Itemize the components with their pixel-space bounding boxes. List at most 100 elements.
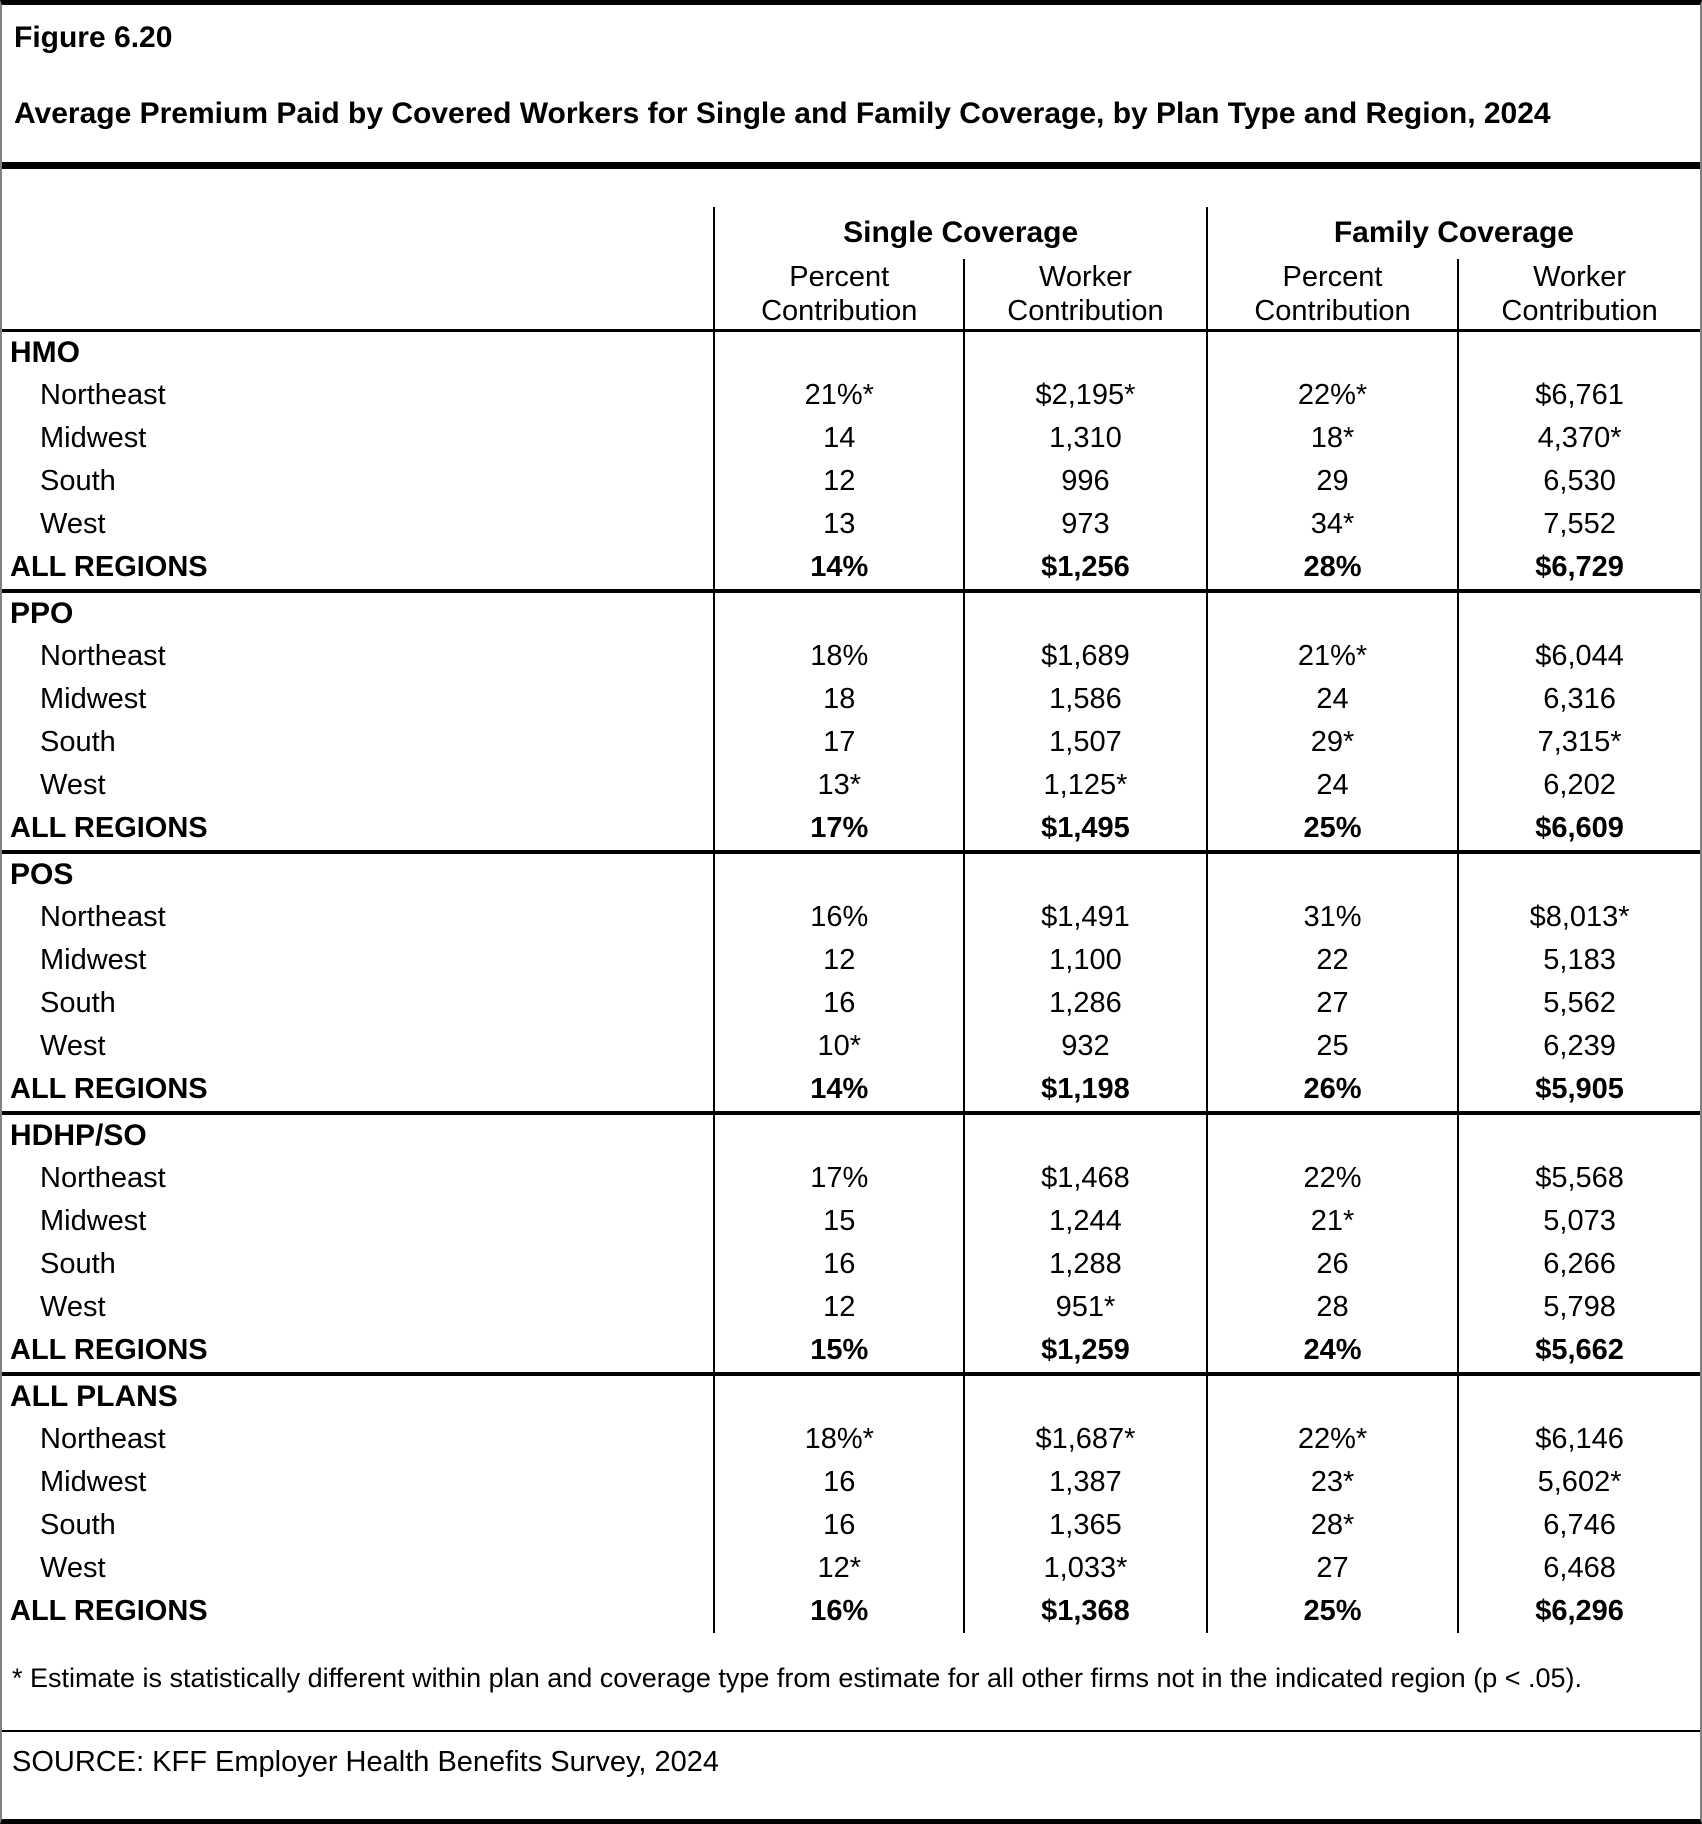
value-cell: 16 [713, 981, 963, 1025]
source-divider-rule [2, 1729, 1700, 1732]
plan-section: PPO Northeast 18% $1,689 21%* $6,044 Midwest 18… [2, 588, 1700, 850]
empty-cell [1457, 592, 1700, 635]
value-cell: 16 [713, 1242, 963, 1286]
figure-label: Figure 6.20 [14, 21, 173, 54]
table-row: Northeast 21%* $2,195* 22%* $6,761 [2, 373, 1700, 417]
value-cell: 34* [1205, 502, 1457, 546]
column-header-line: Percent [1282, 260, 1383, 293]
region-name: Midwest [40, 1204, 147, 1237]
value-cell: 6,239 [1457, 1024, 1700, 1068]
total-value-cell: $6,296 [1457, 1589, 1700, 1633]
column-header-line: Worker [1533, 260, 1627, 293]
value-cell: 1,507 [963, 720, 1206, 764]
column-header-line: Contribution [761, 294, 918, 327]
empty-cell [1205, 1114, 1457, 1157]
region-name: Northeast [40, 639, 166, 672]
value-cell: 5,798 [1457, 1285, 1700, 1329]
empty-cell [963, 592, 1206, 635]
all-regions-row: ALL REGIONS 14% $1,256 28% $6,729 [2, 545, 1700, 589]
total-value-cell: $6,609 [1457, 806, 1700, 850]
empty-cell [963, 1114, 1206, 1157]
plan-name: HDHP/SO [10, 1118, 147, 1152]
value-cell: 21%* [1205, 634, 1457, 678]
column-header-family-worker-contribution: Worker Contribution [1457, 258, 1700, 329]
plan-header-row: ALL PLANS [2, 1375, 1700, 1418]
region-name: South [40, 725, 116, 758]
total-value-cell: 15% [713, 1328, 963, 1372]
total-value-cell: 28% [1205, 545, 1457, 589]
value-cell: 12 [713, 1285, 963, 1329]
value-cell: 24 [1205, 763, 1457, 807]
plan-name: HMO [10, 335, 80, 369]
empty-cell [1457, 331, 1700, 374]
region-name: South [40, 464, 116, 497]
value-cell: 26 [1205, 1242, 1457, 1286]
value-cell: 1,244 [963, 1199, 1206, 1243]
total-value-cell: 16% [713, 1589, 963, 1633]
title-rule [2, 161, 1700, 169]
table-row: West 10* 932 25 6,239 [2, 1024, 1700, 1068]
value-cell: 1,387 [963, 1460, 1206, 1504]
column-header-family-percent-contribution: Percent Contribution [1205, 258, 1457, 329]
empty-cell [963, 331, 1206, 374]
plan-section: HDHP/SO Northeast 17% $1,468 22% $5,568 Midwes… [2, 1110, 1700, 1372]
plan-name: PPO [10, 596, 74, 630]
region-name: Northeast [40, 1422, 166, 1455]
plan-header-row: HDHP/SO [2, 1114, 1700, 1157]
total-value-cell: $5,662 [1457, 1328, 1700, 1372]
value-cell: $6,761 [1457, 373, 1700, 417]
premium-table: Single Coverage Family Coverage Percent … [2, 206, 1700, 1633]
empty-cell [713, 331, 963, 374]
plan-section: HMO Northeast 21%* $2,195* 22%* $6,761 Midwest… [2, 331, 1700, 589]
value-cell: 13* [713, 763, 963, 807]
value-cell: 27 [1205, 1546, 1457, 1590]
region-name: South [40, 1247, 116, 1280]
region-name: West [40, 768, 106, 801]
plan-name: POS [10, 857, 74, 891]
table-row: Midwest 18 1,586 24 6,316 [2, 677, 1700, 721]
empty-cell [713, 1375, 963, 1418]
value-cell: 16% [713, 895, 963, 939]
total-value-cell: 25% [1205, 806, 1457, 850]
value-cell: $5,568 [1457, 1156, 1700, 1200]
value-cell: 22 [1205, 938, 1457, 982]
column-header-line: Contribution [1007, 294, 1164, 327]
region-name: South [40, 1508, 116, 1541]
value-cell: 15 [713, 1199, 963, 1243]
empty-cell [1205, 592, 1457, 635]
plan-header-row: HMO [2, 331, 1700, 374]
total-value-cell: 24% [1205, 1328, 1457, 1372]
table-row: Midwest 12 1,100 22 5,183 [2, 938, 1700, 982]
all-regions-row: ALL REGIONS 17% $1,495 25% $6,609 [2, 806, 1700, 850]
value-cell: 27 [1205, 981, 1457, 1025]
value-cell: 16 [713, 1503, 963, 1547]
value-cell: 23* [1205, 1460, 1457, 1504]
value-cell: 6,746 [1457, 1503, 1700, 1547]
value-cell: 932 [963, 1024, 1206, 1068]
empty-cell [1205, 331, 1457, 374]
value-cell: 1,286 [963, 981, 1206, 1025]
table-row: Northeast 18% $1,689 21%* $6,044 [2, 634, 1700, 678]
plan-header-row: POS [2, 853, 1700, 896]
column-header-line: Contribution [1254, 294, 1411, 327]
value-cell: 5,602* [1457, 1460, 1700, 1504]
corner-cell [2, 259, 713, 329]
value-cell: 7,315* [1457, 720, 1700, 764]
column-header-line: Contribution [1501, 294, 1658, 327]
value-cell: 5,183 [1457, 938, 1700, 982]
table-row: Midwest 14 1,310 18* 4,370* [2, 416, 1700, 460]
value-cell: 18% [713, 634, 963, 678]
value-cell: 13 [713, 502, 963, 546]
table-row: Northeast 16% $1,491 31% $8,013* [2, 895, 1700, 939]
total-value-cell: 14% [713, 1067, 963, 1111]
value-cell: 6,316 [1457, 677, 1700, 721]
empty-cell [1205, 853, 1457, 896]
value-cell: 12* [713, 1546, 963, 1590]
value-cell: 1,033* [963, 1546, 1206, 1590]
empty-cell [1457, 1375, 1700, 1418]
value-cell: 4,370* [1457, 416, 1700, 460]
total-value-cell: $1,368 [963, 1589, 1206, 1633]
value-cell: 6,530 [1457, 459, 1700, 503]
total-value-cell: 14% [713, 545, 963, 589]
